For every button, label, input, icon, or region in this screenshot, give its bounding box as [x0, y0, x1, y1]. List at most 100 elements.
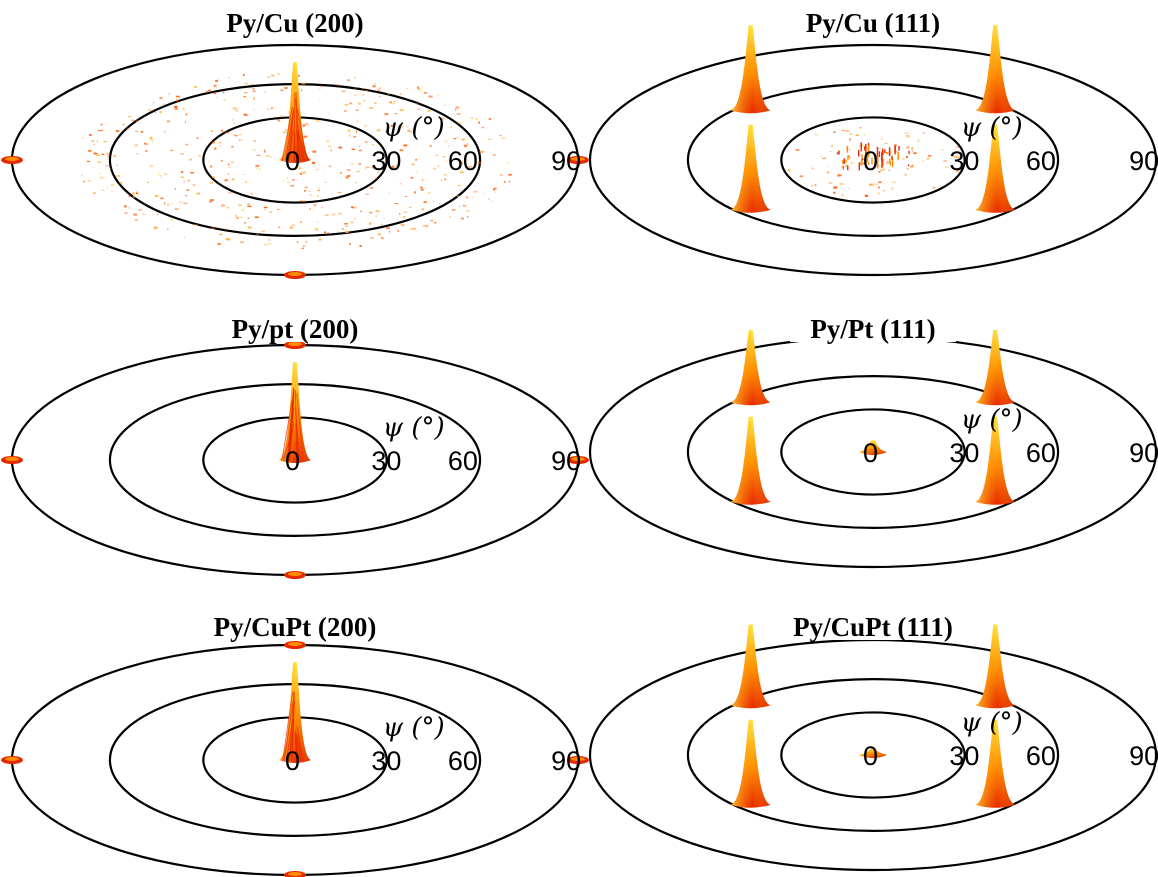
speckle [226, 237, 229, 240]
speckle [374, 83, 377, 85]
peak-shading [730, 719, 771, 808]
peak-edge-highlight [571, 457, 585, 461]
speckle [371, 166, 374, 169]
speckle [193, 86, 197, 88]
speckle [141, 213, 144, 215]
speckle [932, 187, 936, 189]
speckle [955, 151, 958, 154]
intensity-peaks [730, 25, 1016, 213]
speckle [365, 166, 370, 168]
speckle [387, 92, 390, 95]
speckle [297, 241, 299, 243]
background-speckle [81, 73, 512, 249]
speckle [398, 164, 400, 166]
speckle [170, 219, 174, 221]
speckle [890, 153, 893, 156]
speckle [338, 146, 342, 149]
speckle [244, 92, 248, 94]
speckle [478, 121, 480, 124]
peak-shading [975, 624, 1016, 709]
speckle [353, 217, 357, 220]
psi-tick-90: 90 [1129, 438, 1158, 468]
speckle [353, 94, 358, 96]
speckle [420, 186, 423, 189]
speckle [226, 207, 230, 209]
speckle [848, 155, 850, 157]
speckle [214, 92, 216, 95]
speckle [493, 187, 497, 190]
psi-tick-90: 90 [551, 146, 581, 176]
speckle [443, 104, 447, 107]
speckle [449, 215, 452, 218]
speckle [122, 123, 125, 126]
speckle [92, 166, 94, 169]
speckle [410, 176, 414, 179]
speckle [97, 130, 102, 132]
speckle [353, 207, 357, 209]
speckle [320, 85, 322, 87]
peak-edge-highlight [5, 157, 19, 161]
speckle [287, 181, 290, 184]
speckle [884, 142, 888, 144]
speckle [346, 175, 348, 177]
speckle [328, 165, 332, 168]
speckle [96, 154, 100, 157]
speckle [261, 230, 265, 232]
speckle [176, 99, 179, 102]
speckle [151, 140, 154, 143]
speckle [837, 174, 841, 177]
psi-tick-60: 60 [1026, 741, 1056, 771]
speckle [223, 99, 226, 101]
speckle [847, 187, 850, 190]
speckle [371, 144, 375, 146]
speckle [183, 236, 186, 239]
speckle [102, 189, 105, 191]
speckle [396, 164, 398, 166]
speckle [198, 154, 201, 157]
speckle [460, 162, 463, 164]
speckle [134, 219, 138, 221]
speckle [277, 73, 280, 75]
speckle [401, 126, 403, 128]
psi-ring-30 [780, 116, 966, 204]
speckle [298, 74, 300, 77]
speckle [210, 182, 214, 184]
speckle [318, 188, 321, 190]
speckle [358, 149, 362, 152]
psi-axis-label: ψ (°) [383, 113, 445, 143]
speckle [490, 200, 494, 203]
speckle [91, 140, 95, 142]
speckle [812, 167, 814, 170]
speckle [399, 183, 402, 185]
title-background [212, 308, 378, 342]
speckle [285, 129, 287, 131]
peak-shading [730, 124, 771, 213]
peak-shading [279, 662, 311, 763]
speckle [341, 90, 346, 92]
speckle [295, 169, 297, 171]
speckle [182, 107, 185, 110]
peak-shading [859, 440, 887, 455]
speckle [945, 166, 949, 168]
speckle [113, 155, 116, 157]
speckle [444, 178, 447, 181]
speckle [349, 243, 351, 245]
speckle [330, 149, 332, 152]
speckle [355, 109, 359, 111]
speckle [956, 169, 959, 172]
speckle [364, 167, 367, 170]
speckle [839, 183, 844, 185]
speckle [878, 181, 882, 184]
speckle [89, 134, 92, 136]
speckle [132, 195, 136, 198]
peak-facet [295, 734, 300, 762]
speckle [365, 141, 368, 143]
speckle [227, 238, 231, 241]
speckle [849, 133, 852, 135]
speckle [488, 118, 492, 121]
peak-facet [297, 109, 308, 162]
peak-facet [296, 726, 305, 762]
speckle [340, 172, 343, 174]
speckle [185, 113, 188, 116]
psi-tick-0: 0 [863, 438, 878, 468]
